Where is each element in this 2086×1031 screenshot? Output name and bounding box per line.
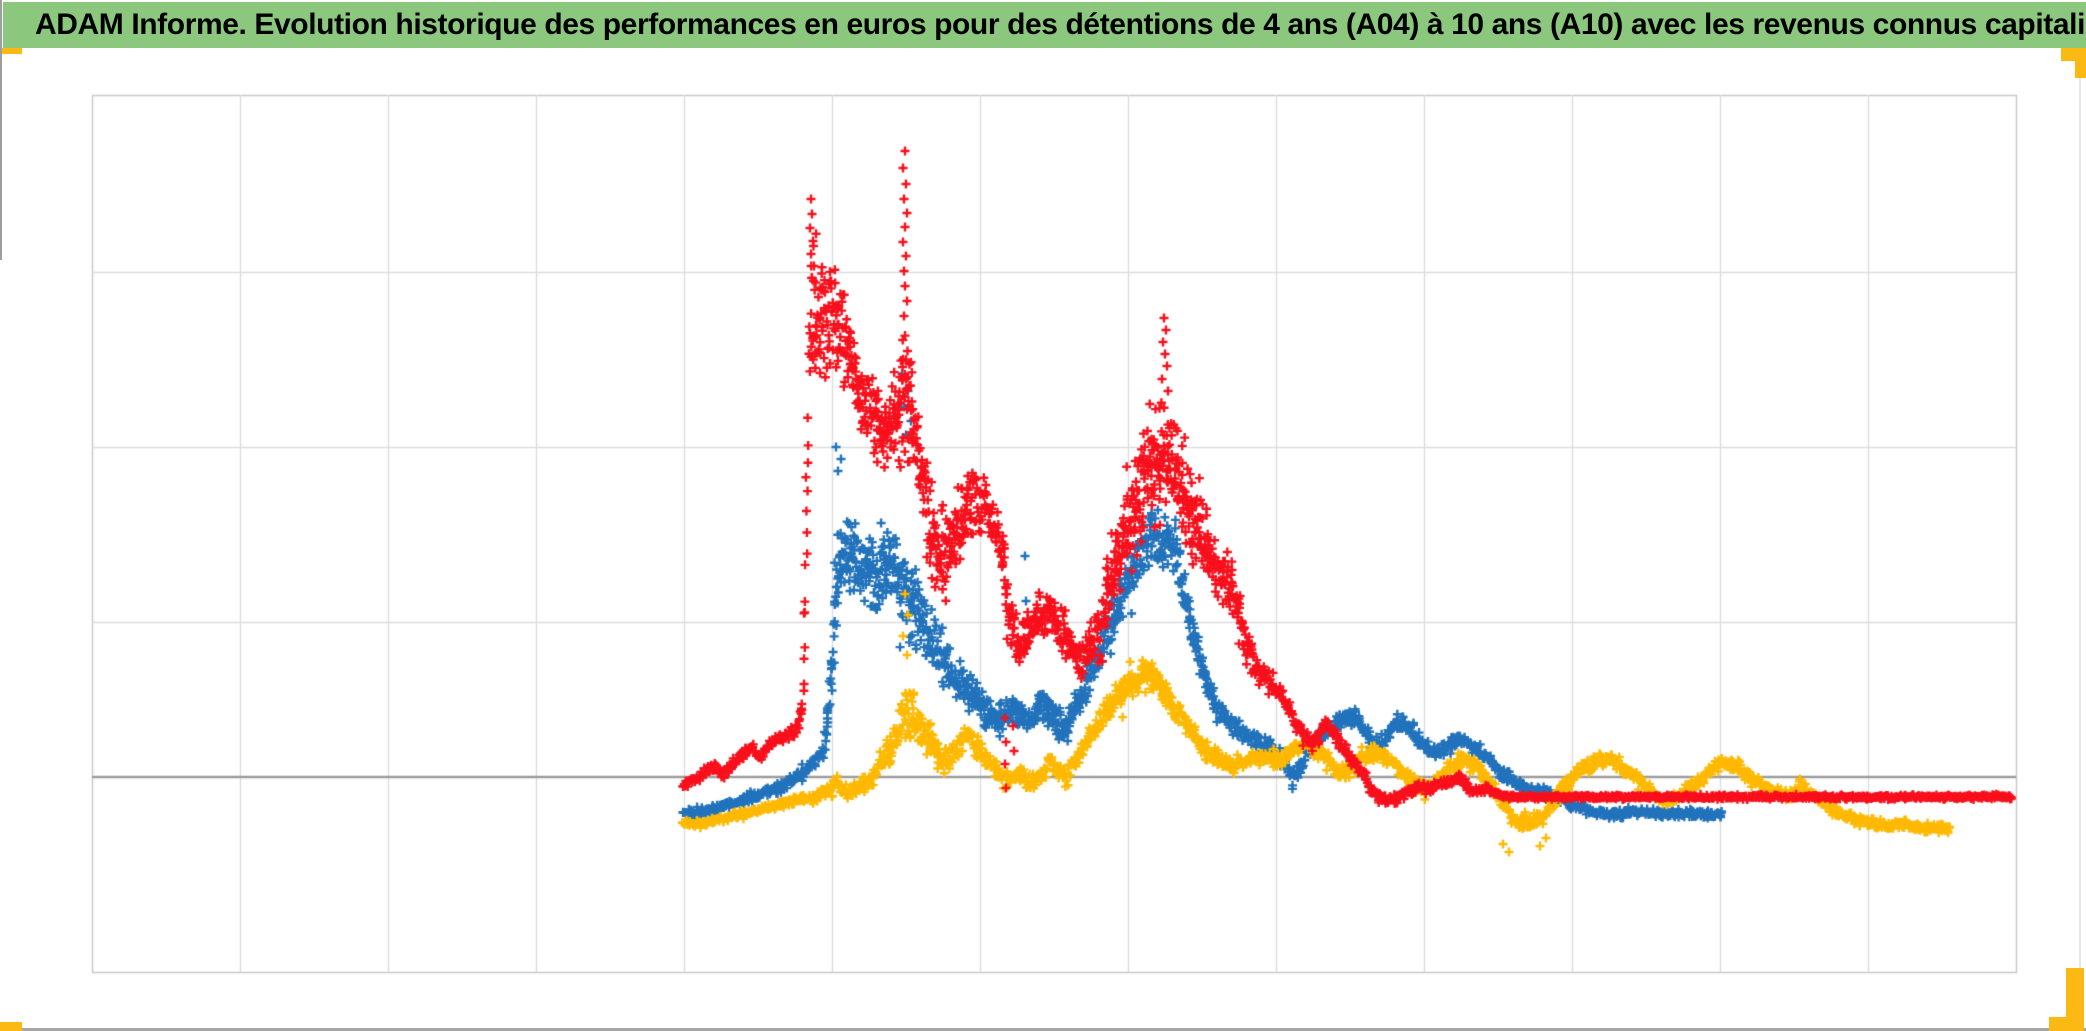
title-banner: ADAM Informe. Evolution historique des p… [3, 2, 2086, 48]
gold-corner-bottom-left [0, 1022, 22, 1031]
gold-corner-top-right-vertical [2075, 48, 2086, 78]
gold-corner-top-left [0, 48, 22, 54]
window-left-edge [0, 0, 2, 260]
bottom-rule [0, 1028, 2086, 1031]
gold-corner-bottom-right-foot [2049, 1017, 2084, 1031]
page-title: ADAM Informe. Evolution historique des p… [35, 8, 2086, 41]
gold-corner-bottom-right-vertical [2066, 968, 2084, 1031]
